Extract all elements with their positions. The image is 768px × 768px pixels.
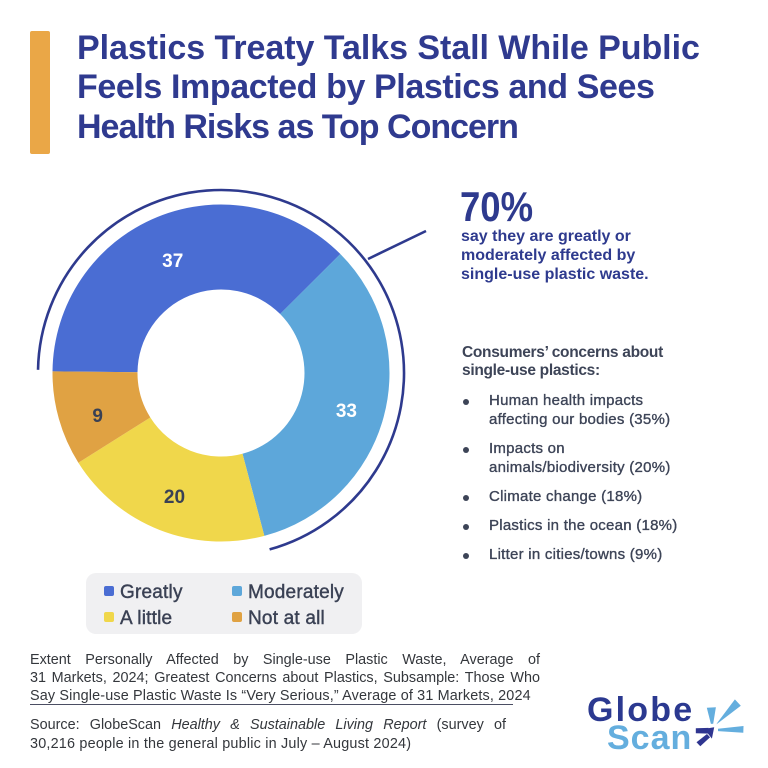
svg-text:9: 9 [92, 406, 103, 427]
svg-text:33: 33 [336, 401, 357, 422]
svg-text:37: 37 [162, 251, 183, 272]
svg-text:20: 20 [164, 487, 185, 508]
